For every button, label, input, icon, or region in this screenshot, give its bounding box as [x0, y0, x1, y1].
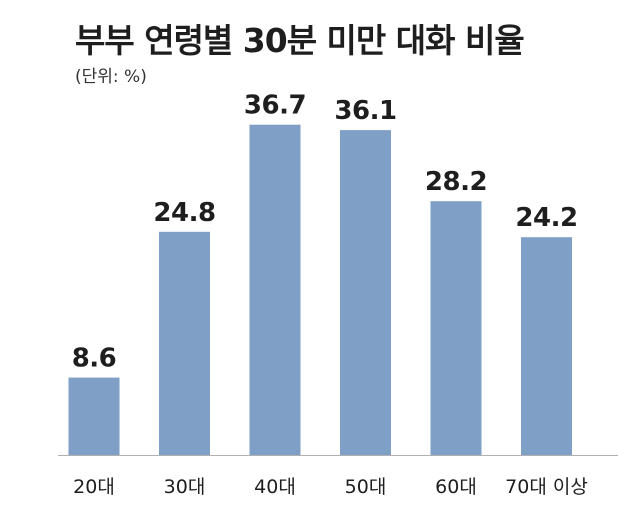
bar — [521, 237, 572, 455]
category-label: 40대 — [254, 476, 296, 498]
bar-value-label: 24.2 — [515, 203, 577, 233]
bar-value-label: 24.8 — [153, 198, 215, 228]
bar-value-label: 36.7 — [244, 91, 306, 121]
category-label: 70대 이상 — [505, 476, 588, 498]
bar — [340, 130, 391, 455]
category-label: 60대 — [435, 476, 477, 498]
bar — [159, 231, 210, 455]
chart-unit-label: (단위: %) — [75, 67, 147, 87]
bar — [430, 201, 482, 455]
bar-value-label: 36.1 — [334, 96, 396, 126]
chart-title: 부부 연령별 30분 미만 대화 비율 — [75, 21, 525, 60]
bar — [249, 124, 301, 455]
bar-group: 36.7 40대 — [244, 91, 307, 498]
bar-value-label: 28.2 — [425, 167, 487, 197]
bar-value-label: 8.6 — [72, 344, 117, 374]
bar-group: 24.8 30대 — [153, 198, 216, 498]
category-label: 20대 — [73, 476, 115, 498]
bar — [68, 377, 120, 455]
bar-group: 28.2 60대 — [425, 167, 488, 498]
category-label: 50대 — [345, 476, 387, 498]
bar-group: 36.1 50대 — [334, 96, 397, 498]
bar-group: 24.2 70대 이상 — [505, 203, 588, 498]
bar-group: 8.6 20대 — [68, 344, 120, 498]
category-label: 30대 — [164, 476, 206, 498]
